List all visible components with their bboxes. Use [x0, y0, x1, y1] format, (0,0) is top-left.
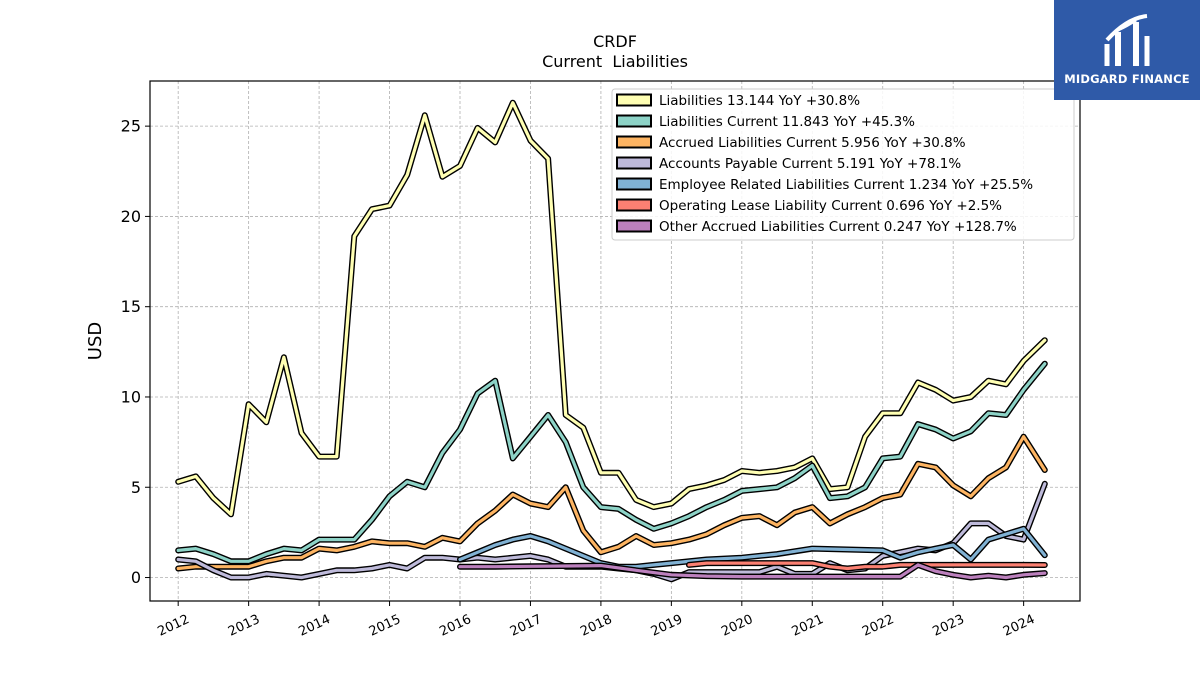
series-employee-related-liabilities-current — [457, 525, 1048, 570]
x-tick-label: 2014 — [296, 612, 332, 640]
legend-swatch — [616, 114, 652, 128]
y-tick-label: 5 — [131, 478, 141, 497]
legend-swatch — [616, 93, 652, 107]
midgard-finance-logo-icon — [1104, 14, 1150, 66]
chart-title: CRDF — [593, 32, 637, 51]
legend-label: Accounts Payable Current 5.191 YoY +78.1… — [659, 156, 961, 172]
y-tick-label: 20 — [121, 207, 141, 226]
x-tick-label: 2012 — [156, 612, 192, 640]
legend-label: Other Accrued Liabilities Current 0.247 … — [659, 219, 1017, 235]
chart-subtitle: Current Liabilities — [542, 52, 688, 71]
brand-logo: MIDGARD FINANCE — [1054, 0, 1200, 100]
legend: Liabilities 13.144 YoY +30.8% Liabilities… — [611, 88, 1075, 241]
legend-swatch — [616, 219, 652, 233]
x-tick-label: 2015 — [367, 612, 403, 640]
legend-swatch — [616, 198, 652, 212]
plot-frame — [149, 80, 1081, 602]
y-tick-label: 15 — [121, 297, 141, 316]
x-tick-label: 2017 — [508, 612, 544, 640]
legend-label: Accrued Liabilities Current 5.956 YoY +3… — [659, 135, 966, 151]
legend-box — [611, 88, 1075, 241]
x-tick-label: 2023 — [931, 612, 967, 640]
series-line — [176, 101, 1047, 516]
brand-name: MIDGARD FINANCE — [1064, 72, 1190, 86]
series-accrued-liabilities-current — [175, 433, 1048, 572]
x-tick-label: 2024 — [1001, 612, 1037, 640]
y-tick-label: 0 — [131, 568, 141, 587]
legend-swatch — [616, 177, 652, 191]
series-line — [458, 563, 1047, 580]
legend-swatch — [616, 156, 652, 170]
series-operating-lease-liability-current — [686, 560, 1048, 572]
x-tick-label: 2021 — [790, 612, 826, 640]
x-tick-label: 2018 — [578, 612, 614, 640]
x-tick-label: 2020 — [719, 612, 755, 640]
series-line — [176, 435, 1047, 571]
series-line — [458, 527, 1047, 569]
legend-label: Liabilities Current 11.843 YoY +45.3% — [659, 114, 915, 130]
x-tick-label: 2022 — [860, 612, 896, 640]
series-lines — [175, 99, 1048, 583]
series-liabilities — [175, 99, 1048, 518]
y-axis-label: USD — [85, 322, 106, 360]
legend-swatch — [616, 135, 652, 149]
y-tick-label: 25 — [121, 117, 141, 136]
legend-label: Employee Related Liabilities Current 1.2… — [659, 177, 1033, 193]
series-other-accrued-liabilities-current — [457, 561, 1048, 581]
y-tick-label: 10 — [121, 387, 141, 406]
legend-label: Liabilities 13.144 YoY +30.8% — [659, 93, 860, 109]
series-line — [176, 362, 1047, 563]
series-liabilities-current — [175, 360, 1048, 565]
x-tick-label: 2019 — [649, 612, 685, 640]
x-tick-label: 2016 — [437, 612, 473, 640]
x-tick-label: 2013 — [226, 612, 262, 640]
series-line — [687, 561, 1047, 571]
legend-label: Operating Lease Liability Current 0.696 … — [659, 198, 1002, 214]
